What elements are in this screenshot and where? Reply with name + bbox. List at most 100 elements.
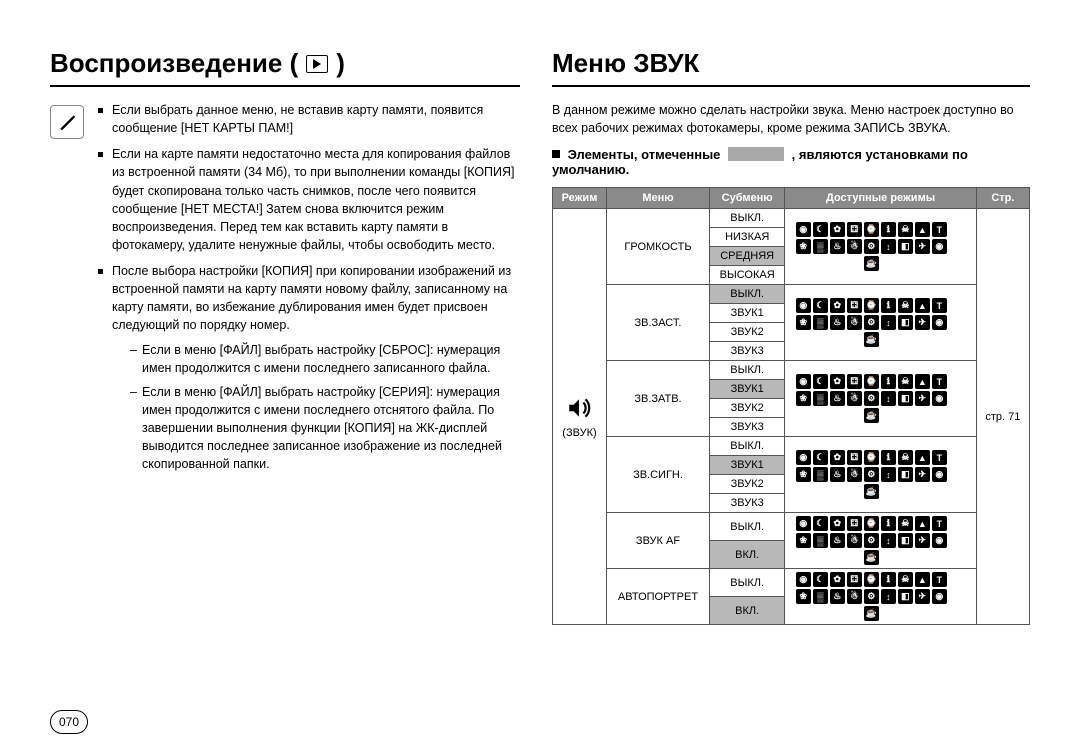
mode-icon: ▒ [813, 533, 828, 548]
mode-icon: ℹ [881, 298, 896, 313]
playback-title: Воспроизведение ( ) [50, 48, 520, 87]
mode-icon: ❀ [796, 467, 811, 482]
submenu-cell: ВЫКЛ. [710, 285, 785, 304]
mode-icon: ◧ [898, 391, 913, 406]
mode-icon: ☃ [847, 467, 862, 482]
mode-icon: ♨ [830, 315, 845, 330]
mode-icon: ♨ [830, 467, 845, 482]
submenu-cell: ЗВУК1 [710, 380, 785, 399]
mode-icon: ❀ [796, 239, 811, 254]
page-ref-cell: стр. 71 [976, 209, 1029, 625]
mode-icon: ⚃ [847, 374, 862, 389]
submenu-cell: ВЫКЛ. [710, 209, 785, 228]
mode-icon: ☃ [847, 589, 862, 604]
mode-icon: ♨ [830, 391, 845, 406]
mode-icon: ☾ [813, 516, 828, 531]
mode-icon: ◉ [932, 467, 947, 482]
mode-icon: ▲ [915, 222, 930, 237]
mode-icon: ▲ [915, 572, 930, 587]
mode-icon: ▒ [813, 467, 828, 482]
mode-icon: ☕ [864, 332, 879, 347]
mode-icon: ☾ [813, 298, 828, 313]
submenu-cell: ЗВУК2 [710, 399, 785, 418]
menu-name-cell: ЗВУК AF [606, 513, 709, 569]
mode-icon: ▒ [813, 391, 828, 406]
mode-icon: ▲ [915, 516, 930, 531]
mode-icon: ↕ [881, 589, 896, 604]
submenu-cell: ЗВУК3 [710, 418, 785, 437]
th-page: Стр. [976, 188, 1029, 209]
available-modes-cell: ◉☾✿⚃⌚ℹ☠▲T❀▒♨☃⚙↕◧✈◉☕ [785, 569, 976, 625]
available-modes-cell: ◉☾✿⚃⌚ℹ☠▲T❀▒♨☃⚙↕◧✈◉☕ [785, 209, 976, 285]
mode-icon: ⚃ [847, 450, 862, 465]
menu-name-cell: ГРОМКОСТЬ [606, 209, 709, 285]
mode-icon: ♨ [830, 589, 845, 604]
grey-highlight-chip [728, 147, 784, 161]
mode-icon: ❀ [796, 533, 811, 548]
mode-icon: ◧ [898, 533, 913, 548]
mode-icons-group: ◉☾✿⚃⌚ℹ☠▲T❀▒♨☃⚙↕◧✈◉☕ [791, 374, 951, 423]
mode-icon: ☕ [864, 484, 879, 499]
mode-icon: ⌚ [864, 222, 879, 237]
mode-icon: ⚃ [847, 572, 862, 587]
sound-title: Меню ЗВУК [552, 48, 1030, 87]
mode-icon: ▲ [915, 298, 930, 313]
mode-icon: ▒ [813, 239, 828, 254]
menu-name-cell: ЗВ.СИГН. [606, 437, 709, 513]
mode-icon: ◧ [898, 315, 913, 330]
mode-icon: ☾ [813, 450, 828, 465]
mode-icon: T [932, 374, 947, 389]
mode-icon: ⚙ [864, 239, 879, 254]
mode-icon: ⚙ [864, 589, 879, 604]
submenu-cell: СРЕДНЯЯ [710, 247, 785, 266]
mode-icon: ☠ [898, 374, 913, 389]
mode-icon: T [932, 222, 947, 237]
mode-icon: ✿ [830, 298, 845, 313]
mode-icon: ◉ [796, 516, 811, 531]
mode-icon: ✈ [915, 391, 930, 406]
bullet-2: Если на карте памяти недостаточно места … [98, 145, 520, 254]
th-modes: Доступные режимы [785, 188, 976, 209]
mode-icon: ✈ [915, 533, 930, 548]
menu-name-cell: ЗВ.ЗАТВ. [606, 361, 709, 437]
mode-icon: ☠ [898, 516, 913, 531]
mode-icon: ◉ [932, 315, 947, 330]
mode-icon: ℹ [881, 450, 896, 465]
mode-icon: ☃ [847, 315, 862, 330]
mode-icon: ◧ [898, 589, 913, 604]
mode-icon: ✿ [830, 450, 845, 465]
mode-icon: ◉ [932, 391, 947, 406]
sound-menu-section: Меню ЗВУК В данном режиме можно сделать … [552, 48, 1030, 625]
playback-bullets: Если выбрать данное меню, не вставив кар… [98, 101, 520, 481]
mode-icon: ⌚ [864, 450, 879, 465]
mode-icon: ⚙ [864, 315, 879, 330]
mode-icon: ⌚ [864, 516, 879, 531]
mode-icons-group: ◉☾✿⚃⌚ℹ☠▲T❀▒♨☃⚙↕◧✈◉☕ [791, 516, 951, 565]
menu-name-cell: АВТОПОРТРЕТ [606, 569, 709, 625]
mode-icon: T [932, 572, 947, 587]
mode-icon: ▒ [813, 589, 828, 604]
mode-icon: ☕ [864, 256, 879, 271]
sound-intro: В данном режиме можно сделать настройки … [552, 101, 1030, 137]
submenu-cell: ЗВУК2 [710, 475, 785, 494]
submenu-cell: ВЫКЛ. [710, 361, 785, 380]
mode-icon: ℹ [881, 374, 896, 389]
mode-icon: T [932, 516, 947, 531]
page-number: 070 [50, 710, 88, 734]
submenu-cell: ВКЛ. [710, 597, 785, 625]
mode-icon: ⌚ [864, 572, 879, 587]
mode-icon: ◉ [796, 450, 811, 465]
mode-icon: ☕ [864, 606, 879, 621]
mode-icon: ℹ [881, 572, 896, 587]
note-icon [50, 105, 84, 139]
mode-icon: ☃ [847, 533, 862, 548]
mode-icon: ♨ [830, 239, 845, 254]
submenu-cell: ЗВУК1 [710, 304, 785, 323]
mode-icon: ℹ [881, 516, 896, 531]
mode-icon: ⌚ [864, 374, 879, 389]
mode-icon: ◉ [932, 239, 947, 254]
sub-bullet-1: Если в меню [ФАЙЛ] выбрать настройку [СБ… [130, 341, 520, 377]
menu-name-cell: ЗВ.ЗАСТ. [606, 285, 709, 361]
submenu-cell: ЗВУК3 [710, 494, 785, 513]
play-icon [306, 55, 328, 73]
